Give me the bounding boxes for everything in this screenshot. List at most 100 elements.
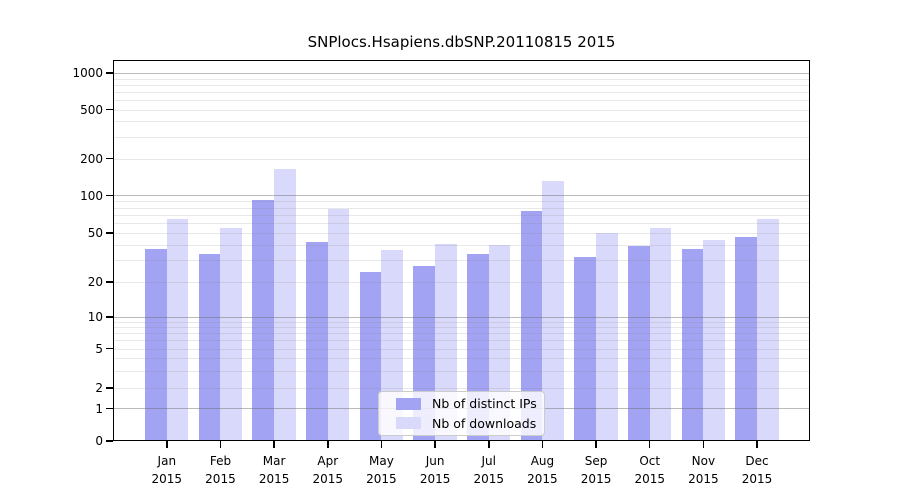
minor-gridline	[113, 84, 810, 86]
minor-gridline	[113, 327, 810, 329]
x-tick-mark	[434, 441, 436, 448]
minor-gridline	[113, 99, 810, 101]
minor-gridline	[113, 340, 810, 342]
x-tick-label: Dec 2015	[741, 454, 773, 486]
y-tick-mark	[106, 232, 113, 234]
bar-downloads-apr	[327, 208, 350, 441]
y-tick-label: 2	[95, 381, 103, 395]
x-tick-mark	[327, 441, 329, 448]
x-tick-mark	[219, 441, 222, 448]
y-tick-mark	[106, 108, 113, 111]
x-tick-label: Jun 2015	[419, 454, 451, 486]
major-gridline	[113, 72, 810, 74]
bar-distinct-ips-nov	[681, 249, 704, 441]
minor-gridline	[113, 388, 810, 389]
minor-gridline	[113, 321, 810, 323]
minor-gridline	[113, 78, 810, 80]
x-tick-label: May 2015	[366, 454, 397, 486]
x-tick-label: Mar 2015	[258, 454, 290, 486]
y-tick-mark	[106, 440, 113, 442]
bar-distinct-ips-dec	[735, 237, 758, 441]
x-tick-mark	[595, 441, 597, 448]
x-tick-mark	[702, 441, 705, 448]
major-gridline	[113, 316, 810, 318]
bar-distinct-ips-jan	[145, 249, 167, 441]
bar-distinct-ips-oct	[628, 246, 650, 441]
minor-gridline	[113, 370, 810, 372]
x-tick-label: Jan 2015	[151, 454, 183, 486]
minor-gridline	[113, 358, 810, 360]
plot-frame	[113, 60, 810, 441]
bar-downloads-dec	[757, 218, 779, 441]
bar-distinct-ips-sep	[574, 256, 597, 441]
y-tick-label: 500	[80, 102, 103, 117]
y-tick-mark	[106, 347, 113, 350]
y-tick-label: 1	[95, 401, 103, 416]
x-tick-mark	[166, 441, 168, 448]
minor-gridline	[113, 109, 810, 111]
y-tick-mark	[106, 407, 113, 410]
minor-gridline	[113, 91, 810, 93]
minor-gridline	[113, 260, 810, 262]
bar-downloads-aug	[542, 180, 565, 441]
legend-swatch-downloads	[396, 417, 421, 430]
bar-downloads-mar	[274, 168, 296, 441]
bar-distinct-ips-aug	[520, 211, 543, 441]
legend-label-distinct-ips: Nb of distinct IPs	[432, 396, 537, 412]
y-tick-label: 50	[87, 226, 103, 240]
y-tick-mark	[106, 316, 113, 318]
x-tick-label: Aug 2015	[527, 454, 558, 486]
legend-swatch-distinct-ips	[396, 397, 421, 410]
minor-gridline	[113, 121, 810, 123]
y-tick-label: 1000	[72, 66, 103, 80]
x-tick-mark	[756, 441, 758, 448]
y-tick-mark	[106, 157, 113, 160]
legend-item-distinct-ips: Nb of distinct IPs	[379, 394, 544, 413]
y-tick-label: 5	[95, 341, 103, 356]
x-tick-label: Sep 2015	[580, 454, 612, 486]
x-tick-mark	[488, 441, 490, 448]
major-gridline	[113, 195, 810, 196]
y-tick-label: 20	[87, 274, 103, 289]
bar-downloads-feb	[220, 227, 243, 441]
minor-gridline	[113, 333, 810, 335]
minor-gridline	[113, 233, 810, 234]
x-tick-mark	[380, 441, 383, 448]
bar-distinct-ips-feb	[198, 253, 221, 441]
y-tick-mark	[106, 72, 113, 74]
minor-gridline	[113, 244, 810, 246]
y-tick-mark	[106, 387, 113, 389]
minor-gridline	[113, 201, 810, 203]
chart-title: SNPlocs.Hsapiens.dbSNP.20110815 2015	[307, 33, 616, 51]
minor-gridline	[113, 207, 810, 209]
legend-label-downloads: Nb of downloads	[432, 415, 537, 431]
bar-downloads-sep	[596, 233, 618, 441]
x-tick-label: Jul 2015	[473, 454, 505, 486]
x-tick-label: Nov 2015	[688, 454, 719, 486]
bar-downloads-jan	[166, 218, 189, 441]
y-tick-label: 10	[87, 310, 103, 324]
bar-distinct-ips-mar	[252, 200, 275, 441]
bar-distinct-ips-apr	[306, 242, 328, 441]
legend: Nb of distinct IPs Nb of downloads	[378, 391, 545, 436]
y-tick-mark	[106, 194, 113, 197]
minor-gridline	[113, 281, 810, 283]
bar-downloads-oct	[649, 227, 672, 441]
minor-gridline	[113, 136, 810, 138]
x-tick-mark	[541, 441, 544, 448]
minor-gridline	[113, 214, 810, 216]
x-tick-mark	[648, 441, 651, 448]
x-tick-mark	[273, 441, 275, 448]
x-tick-label: Oct 2015	[634, 454, 665, 486]
minor-gridline	[113, 158, 810, 160]
y-tick-label: 200	[80, 151, 103, 166]
bar-downloads-nov	[703, 239, 726, 441]
y-tick-mark	[106, 281, 113, 283]
minor-gridline	[113, 348, 810, 350]
x-tick-label: Apr 2015	[312, 454, 344, 486]
minor-gridline	[113, 223, 810, 225]
x-tick-label: Feb 2015	[205, 454, 236, 486]
y-tick-label: 100	[80, 188, 103, 203]
legend-item-downloads: Nb of downloads	[379, 414, 544, 433]
